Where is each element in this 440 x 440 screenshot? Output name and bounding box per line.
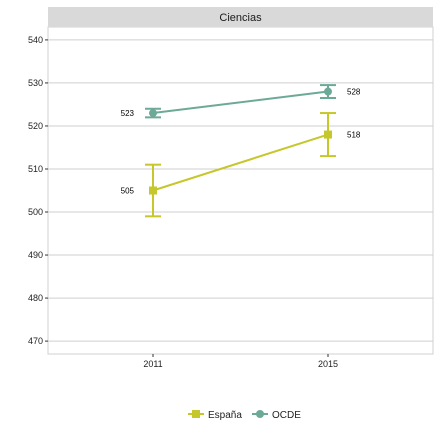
y-tick-label-520: 520 (28, 121, 43, 131)
facet-strip (48, 7, 433, 27)
data-label-ocde-0: 523 (121, 109, 135, 118)
facet-strip-title: Ciencias (219, 12, 262, 24)
point-espaa-0 (149, 186, 157, 195)
series-line-espaa (152, 133, 329, 192)
x-tick-label-2015: 2015 (318, 359, 338, 369)
legend: España OCDE (188, 410, 301, 421)
data-label-ocde-1: 528 (347, 88, 361, 97)
y-tick-label-530: 530 (28, 78, 43, 88)
legend-key-marker-ocde (256, 410, 264, 418)
plot-background (47, 26, 434, 355)
data-label-espaa-0: 505 (121, 187, 135, 196)
y-tick-label-490: 490 (28, 250, 43, 260)
y-tick-label-470: 470 (28, 336, 43, 346)
series-layer: 505 518 523 528 (121, 84, 361, 218)
point-ocde-0 (149, 109, 157, 118)
legend-label-ocde: OCDE (272, 410, 301, 421)
legend-label-espaa: España (208, 410, 242, 421)
legend-key-marker-espaa (192, 410, 200, 418)
y-axis: 470 480 490 500 510 520 530 540 (28, 35, 48, 346)
series-line-ocde (152, 90, 329, 115)
y-tick-label-500: 500 (28, 207, 43, 217)
x-axis: 2011 2015 (143, 354, 338, 369)
y-tick-label-540: 540 (28, 35, 43, 45)
point-ocde-1 (324, 87, 332, 96)
y-tick-label-510: 510 (28, 164, 43, 174)
data-label-espaa-1: 518 (347, 131, 361, 140)
point-espaa-1 (324, 130, 332, 139)
y-tick-label-480: 480 (28, 293, 43, 303)
x-tick-label-2011: 2011 (143, 359, 162, 369)
grid-lines (48, 39, 433, 342)
